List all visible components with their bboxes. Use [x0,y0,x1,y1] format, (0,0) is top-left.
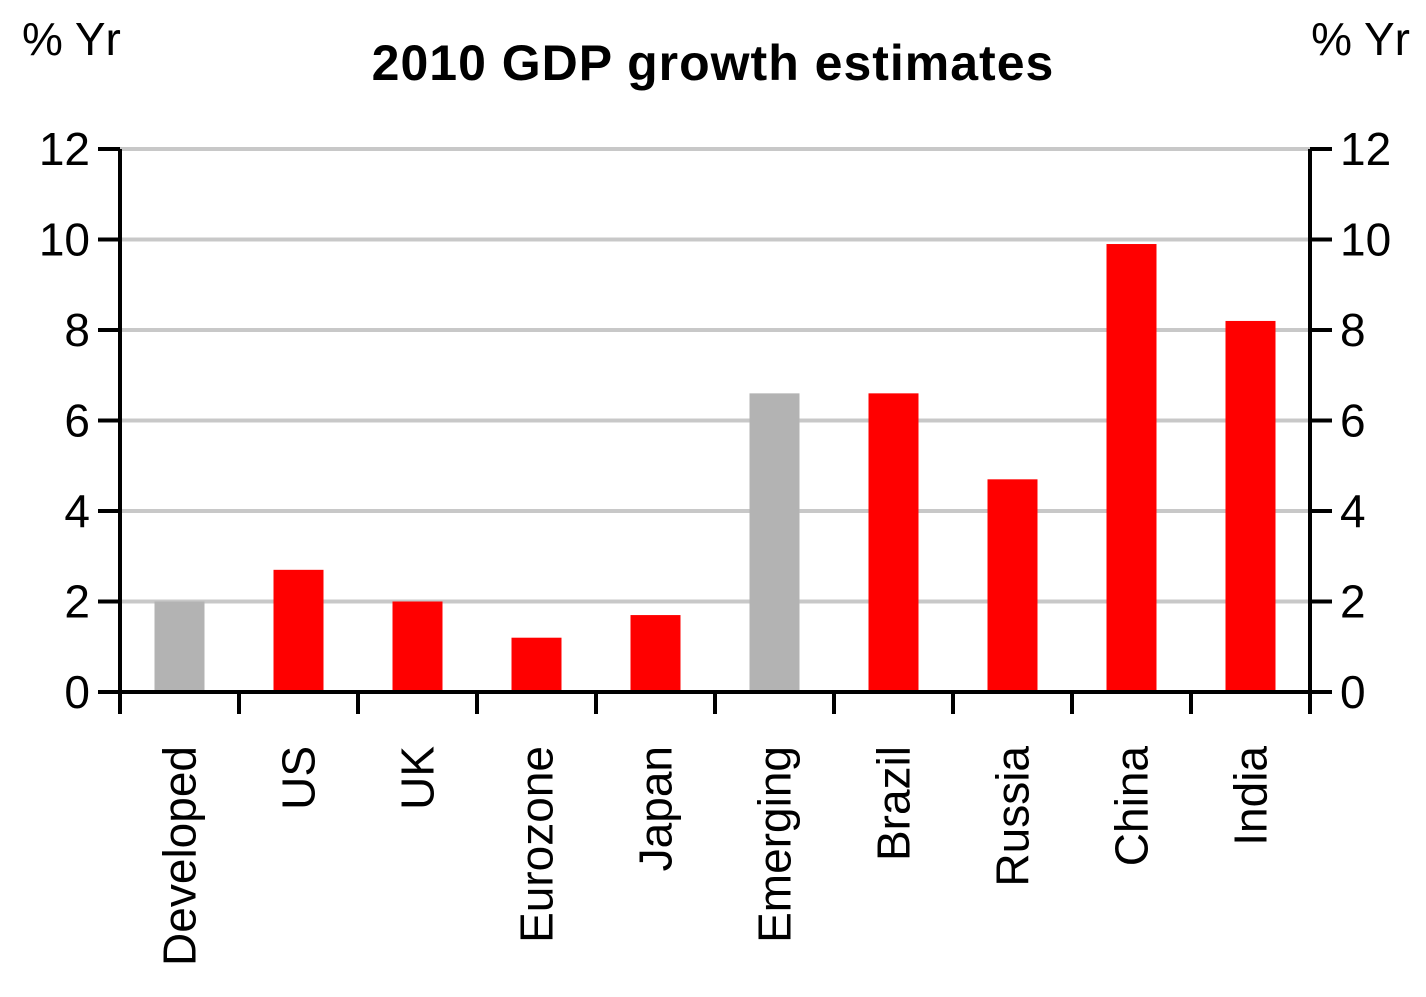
category-label-emerging: Emerging [749,746,801,943]
bar-russia [987,479,1038,692]
chart-title: 2010 GDP growth estimates [372,35,1055,91]
left-tick-label-8: 8 [64,304,90,356]
right-tick-label-8: 8 [1340,304,1366,356]
bar-developed [154,601,205,692]
right-tick-label-0: 0 [1340,666,1366,718]
bar-eurozone [511,637,562,692]
category-label-us: US [273,746,325,810]
right-tick-label-2: 2 [1340,576,1366,628]
left-axis-unit-label: % Yr [22,13,121,65]
right-tick-label-12: 12 [1340,123,1391,175]
axes [98,147,1332,714]
left-tick-label-4: 4 [64,485,90,537]
bar-china [1106,244,1157,692]
right-tick-label-10: 10 [1340,214,1391,266]
category-label-brazil: Brazil [868,746,920,861]
bar-us [273,569,324,692]
bar-brazil [868,393,919,692]
left-tick-label-0: 0 [64,666,90,718]
category-label-india: India [1225,746,1277,846]
right-axis-unit-label: % Yr [1311,13,1410,65]
bar-japan [630,615,681,692]
right-tick-label-4: 4 [1340,485,1366,537]
category-label-uk: UK [392,746,444,810]
category-label-russia: Russia [987,746,1039,887]
left-tick-label-12: 12 [39,123,90,175]
tick-labels: 0 0 2 2 4 4 6 6 8 8 10 10 12 12 [39,123,1391,718]
bars [154,244,1276,692]
category-label-china: China [1106,746,1158,867]
left-tick-label-6: 6 [64,395,90,447]
left-tick-label-10: 10 [39,214,90,266]
category-label-japan: Japan [630,746,682,871]
bar-emerging [749,393,800,692]
category-label-eurozone: Eurozone [511,746,563,943]
right-tick-label-6: 6 [1340,395,1366,447]
bar-india [1225,320,1276,692]
bar-uk [392,601,443,692]
left-tick-label-2: 2 [64,576,90,628]
category-label-developed: Developed [154,746,206,966]
category-labels: Developed US UK Eurozone Japan Emerging Brazil… [154,746,1277,966]
